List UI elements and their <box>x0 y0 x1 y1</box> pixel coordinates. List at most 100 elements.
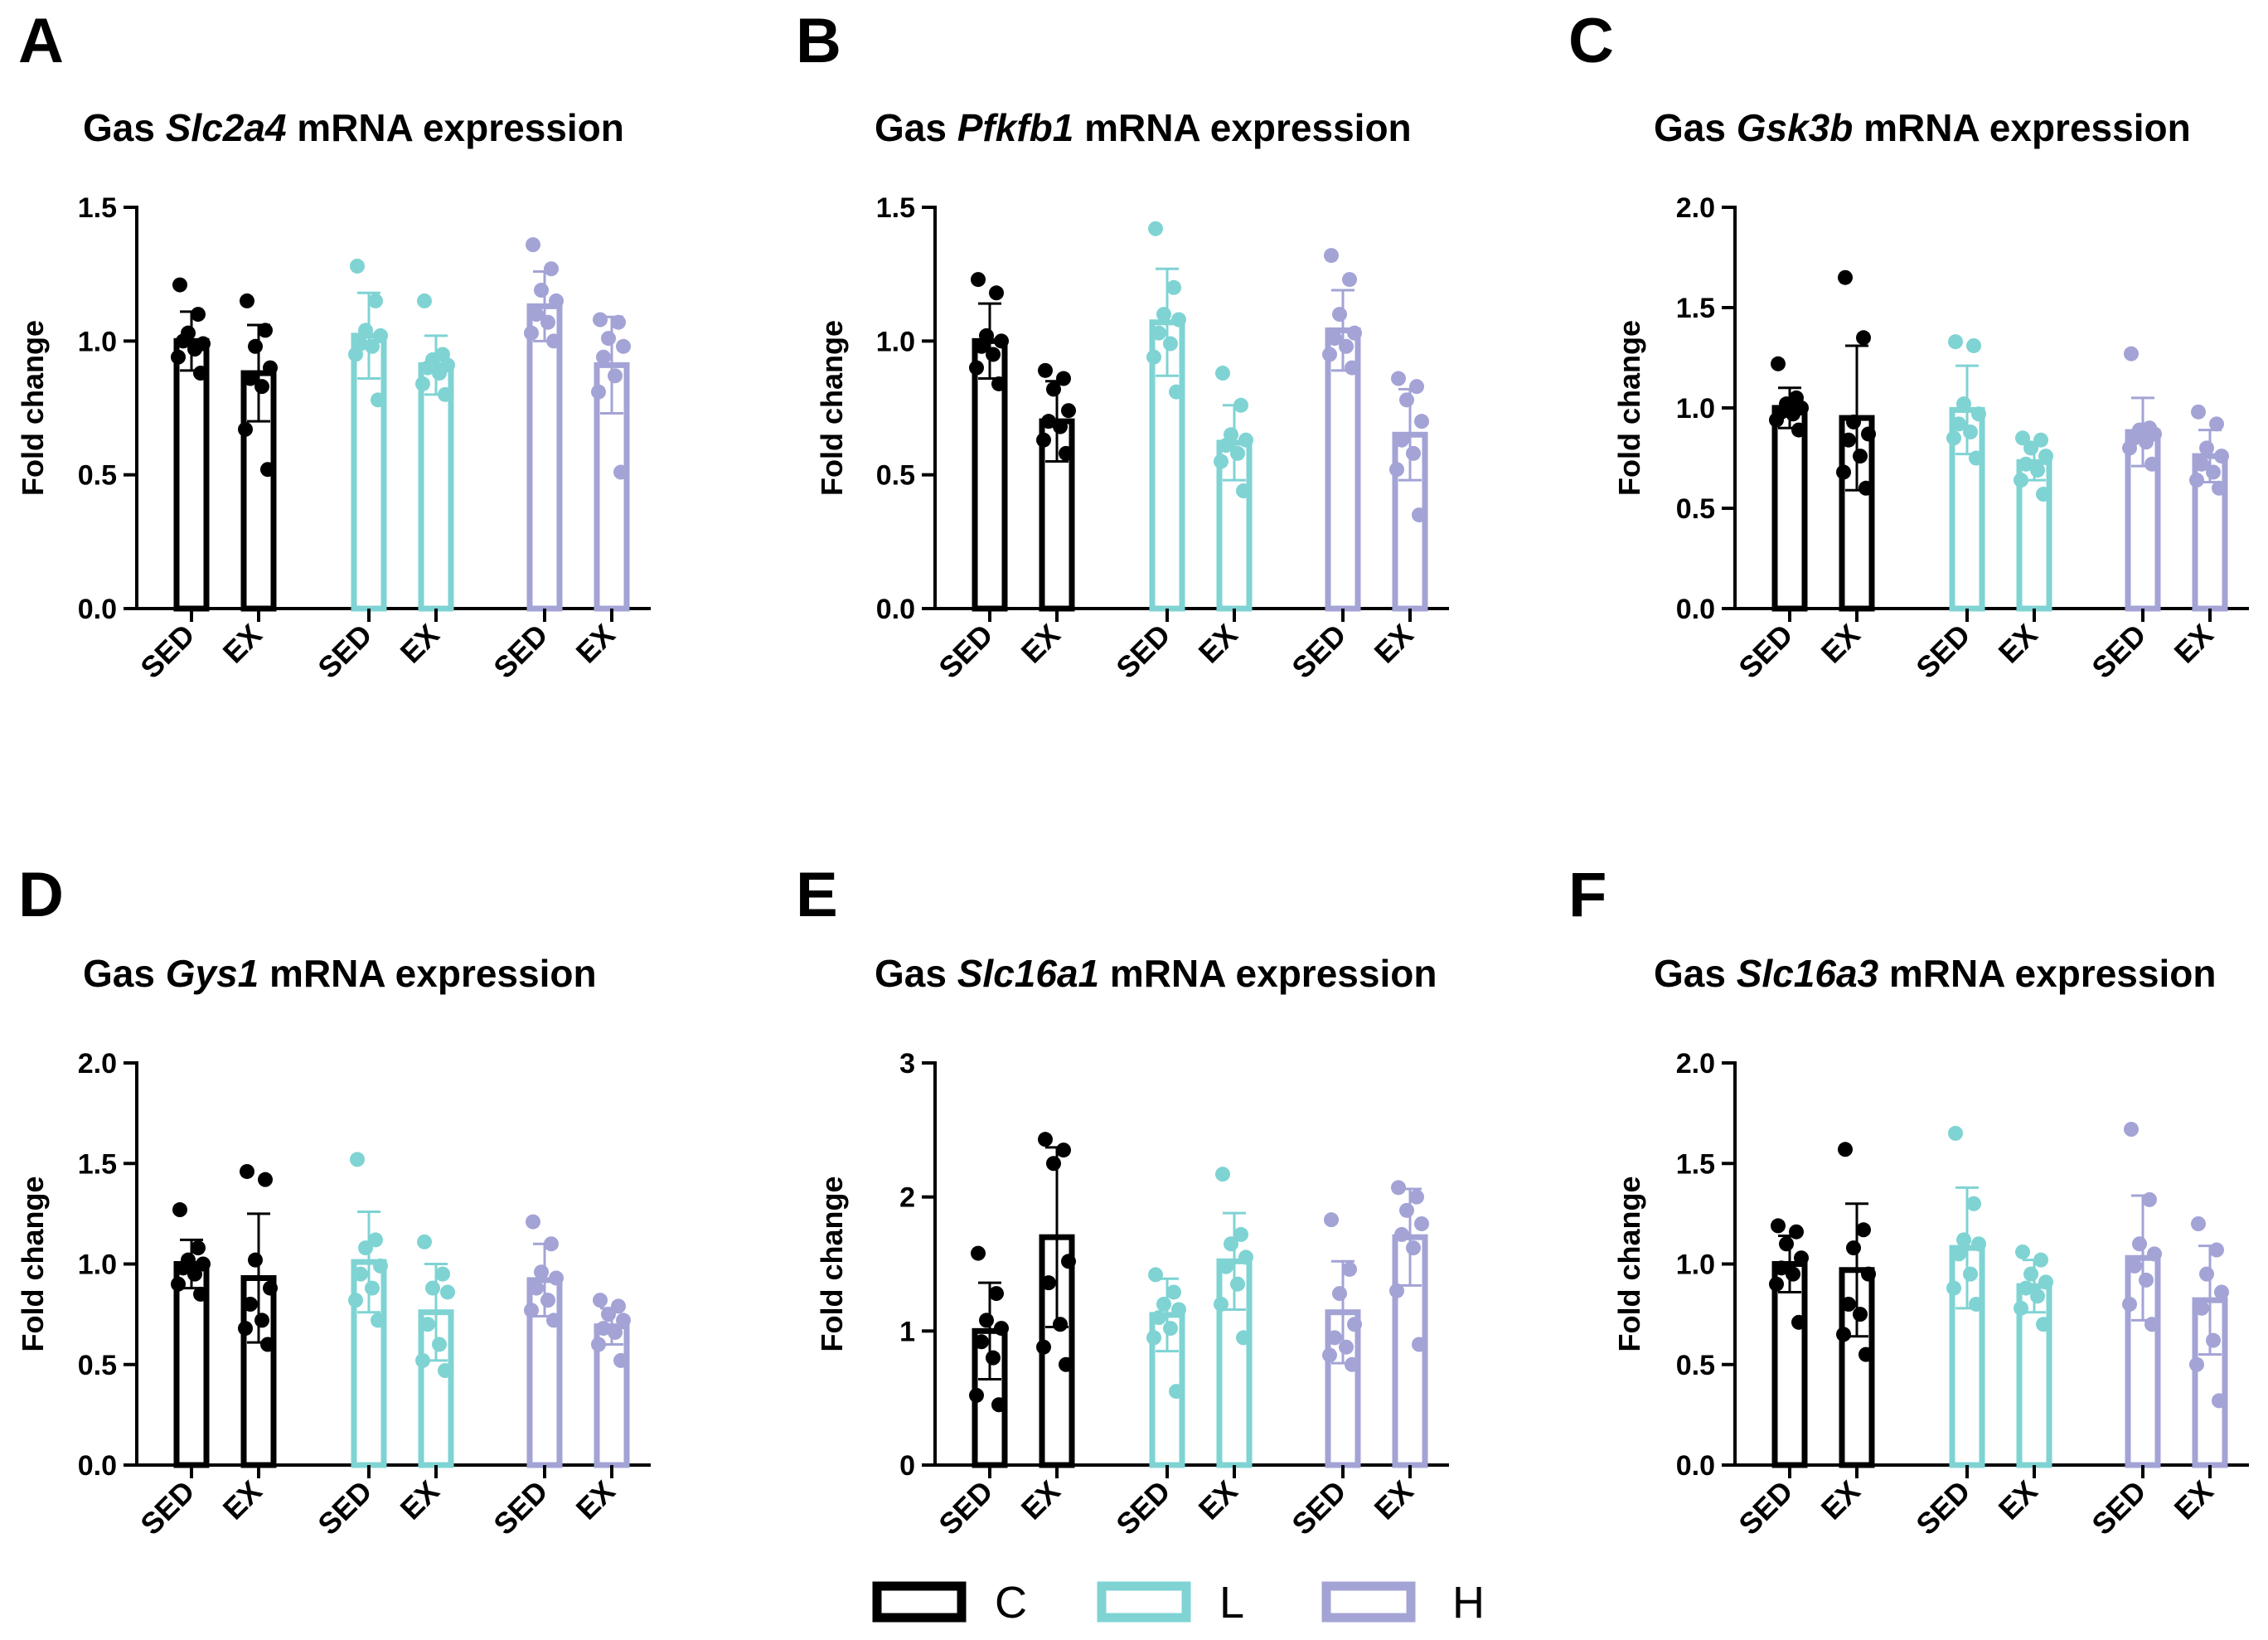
data-point <box>1322 347 1337 362</box>
data-point <box>1236 1330 1251 1346</box>
data-point <box>1966 337 1981 353</box>
data-point <box>1771 356 1786 371</box>
x-tick-label: SED <box>487 1474 554 1541</box>
y-axis-label: Fold change <box>1612 320 1646 496</box>
data-point <box>979 1312 994 1328</box>
chart-title: Gas Gys1 mRNA expression <box>83 952 597 995</box>
data-point <box>2036 1317 2051 1332</box>
data-point <box>415 1352 430 1368</box>
data-point <box>1169 1384 1184 1400</box>
data-point <box>353 1266 368 1282</box>
data-point <box>593 1293 608 1308</box>
x-tick-label: EX <box>394 1474 446 1526</box>
title-prefix: Gas <box>83 952 166 995</box>
data-point <box>193 366 208 381</box>
y-tick-label: 1.5 <box>78 1148 117 1180</box>
data-point <box>969 1387 984 1403</box>
data-point <box>994 1321 1009 1337</box>
data-point <box>1059 1356 1073 1372</box>
data-point <box>2033 432 2048 448</box>
data-point <box>613 464 628 480</box>
data-point <box>365 338 380 354</box>
data-point <box>1163 1321 1178 1337</box>
x-tick-label: EX <box>2168 1474 2220 1526</box>
title-gene: Pfkfb1 <box>957 106 1074 149</box>
panel-e: E Gas Slc16a1 mRNA expression Fold change 0… <box>796 860 1449 1541</box>
data-point <box>2014 1300 2028 1316</box>
data-point <box>1971 1236 1986 1252</box>
data-point <box>1399 1202 1414 1218</box>
data-point <box>1969 450 1984 466</box>
data-point <box>1838 269 1853 285</box>
x-tick-label: SED <box>1732 1474 1799 1541</box>
data-point <box>2015 430 2030 446</box>
data-point <box>1347 325 1362 341</box>
title-suffix: mRNA expression <box>1099 952 1437 995</box>
data-point <box>176 333 191 349</box>
data-point <box>2015 1244 2030 1259</box>
data-point <box>1061 1254 1076 1269</box>
x-tick-label: EX <box>1015 1474 1067 1526</box>
y-tick-label: 2.0 <box>1676 1048 1715 1080</box>
data-point <box>596 1321 611 1337</box>
data-point <box>1056 1143 1071 1158</box>
x-tick-label: SED <box>1909 618 1976 685</box>
data-point <box>2030 463 2045 478</box>
data-point <box>526 237 540 253</box>
legend-label-c: C <box>995 1578 1027 1628</box>
data-point <box>368 1232 383 1248</box>
data-point <box>1324 248 1339 264</box>
panel-letter: B <box>796 6 841 76</box>
data-point <box>1951 416 1966 432</box>
data-point <box>544 1236 559 1252</box>
data-point <box>1332 1286 1347 1302</box>
panel-letter: C <box>1568 6 1614 76</box>
data-point <box>358 1240 373 1256</box>
data-point <box>1948 334 1963 350</box>
y-tick-label: 0.5 <box>78 460 117 492</box>
data-point <box>546 1312 561 1328</box>
data-point <box>1041 414 1056 429</box>
y-axis-label: Fold change <box>815 1176 849 1351</box>
title-suffix: mRNA expression <box>1853 106 2190 149</box>
x-tick-label: EX <box>2168 618 2220 670</box>
data-point <box>2124 346 2139 361</box>
data-point <box>1791 422 1806 438</box>
y-axis-label: Fold change <box>16 320 50 496</box>
data-point <box>438 386 453 402</box>
panel-letter: F <box>1568 860 1606 930</box>
data-point <box>1769 412 1784 428</box>
data-point <box>1836 1327 1851 1342</box>
data-point <box>420 360 435 376</box>
data-point <box>1951 1246 1966 1262</box>
data-point <box>260 1337 275 1352</box>
x-tick-label: EX <box>1368 618 1420 670</box>
data-point <box>2014 473 2028 488</box>
y-tick-label: 2.0 <box>78 1048 117 1080</box>
data-point <box>1789 1224 1804 1240</box>
data-point <box>1156 307 1171 323</box>
data-point <box>986 347 1001 362</box>
data-point <box>263 360 278 376</box>
data-point <box>1853 449 1868 464</box>
x-tick-label: SED <box>311 618 378 685</box>
data-point <box>1046 1156 1061 1172</box>
data-point <box>1036 1339 1051 1355</box>
x-tick-label: EX <box>1992 618 2044 670</box>
data-point <box>1038 362 1053 378</box>
data-point <box>1059 445 1073 461</box>
data-point <box>263 1280 278 1296</box>
data-point <box>1779 1236 1794 1252</box>
title-suffix: mRNA expression <box>1073 106 1411 149</box>
data-point <box>2122 440 2137 456</box>
legend-swatch-c <box>872 1581 967 1623</box>
data-point <box>1399 392 1414 408</box>
title-prefix: Gas <box>875 952 957 995</box>
y-tick-label: 0.5 <box>78 1350 117 1381</box>
title-prefix: Gas <box>875 106 957 149</box>
data-point <box>1038 1132 1053 1148</box>
data-point <box>1151 325 1166 341</box>
data-point <box>1324 1212 1339 1228</box>
data-point <box>1148 221 1163 236</box>
data-point <box>616 1312 631 1328</box>
